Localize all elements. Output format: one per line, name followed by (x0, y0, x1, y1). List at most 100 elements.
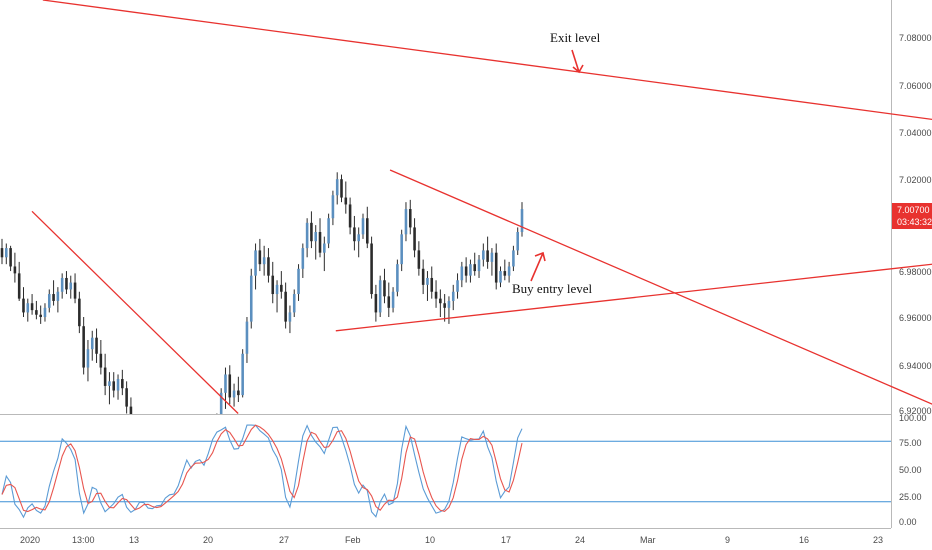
candle-body (52, 294, 55, 301)
buy-entry-annotation[interactable]: Buy entry level (512, 251, 593, 296)
candle-body (408, 209, 412, 228)
candle-body (434, 291, 438, 299)
oscillator-tick: 50.00 (899, 465, 922, 475)
candle-body (69, 282, 73, 290)
candle-body (125, 388, 128, 407)
candle-body (82, 326, 85, 368)
stochastic-oscillator (1, 424, 523, 519)
candle-body (86, 349, 90, 368)
candle-body (486, 250, 489, 262)
candle-body (426, 277, 429, 285)
candle-body (22, 298, 25, 313)
candle-body (494, 252, 498, 283)
candle-body (507, 266, 511, 276)
stoch-d-line (1, 424, 523, 513)
candle-body (318, 232, 322, 253)
candle-body (447, 300, 451, 308)
exit-level-label: Exit level (550, 30, 601, 45)
candle-body (39, 314, 42, 318)
last-price-label: 7.00700 (897, 205, 930, 215)
candle-body (464, 266, 468, 276)
exit-arrow-icon (571, 49, 584, 74)
candle-body (417, 250, 421, 269)
candle-body (331, 195, 335, 219)
candle-body (219, 392, 223, 414)
candle-body (460, 266, 464, 281)
candle-series (0, 172, 524, 414)
candle-body (258, 250, 262, 265)
candle-body (335, 179, 339, 196)
candle-body (348, 204, 352, 228)
candle-body (108, 381, 111, 386)
time-tick: Mar (640, 535, 656, 545)
candle-body (13, 266, 17, 274)
candle-body (400, 234, 403, 265)
candle-body (228, 374, 232, 398)
price-tick: 7.04000 (899, 128, 932, 138)
time-tick: 17 (501, 535, 511, 545)
candle-body (90, 337, 94, 350)
candle-body (35, 310, 38, 315)
time-tick: 13 (129, 535, 139, 545)
candle-body (116, 379, 120, 391)
candle-body (499, 271, 502, 283)
candle-body (60, 277, 64, 292)
candle-body (353, 227, 356, 242)
oscillator-tick: 25.00 (899, 492, 922, 502)
candle-body (366, 218, 369, 244)
candle-body (0, 248, 4, 258)
candle-body (47, 294, 51, 308)
candle-body (9, 248, 12, 267)
trend-line (42, 0, 932, 121)
time-tick: 2020 (20, 535, 40, 545)
candle-body (456, 280, 459, 292)
candle-body (370, 243, 373, 295)
candle-body (43, 307, 47, 318)
candle-body (56, 291, 60, 301)
candle-body (512, 250, 515, 267)
candle-body (284, 291, 287, 322)
price-tag-box (892, 203, 932, 229)
candle-body (439, 298, 442, 304)
candle-body (340, 179, 343, 198)
candle-body (103, 367, 107, 386)
time-tick: 10 (425, 535, 435, 545)
candle-body (78, 298, 81, 327)
bar-countdown: 03:43:32 (897, 217, 932, 227)
candle-body (430, 277, 434, 292)
candle-body (413, 227, 416, 251)
candle-body (121, 379, 124, 389)
exit-level-annotation[interactable]: Exit level (550, 30, 601, 74)
price-tick: 7.08000 (899, 33, 932, 43)
buy-arrow-icon (530, 251, 546, 282)
trend-lines[interactable] (31, 0, 932, 414)
candle-body (280, 284, 283, 292)
candle-body (361, 218, 365, 235)
time-tick: 27 (279, 535, 289, 545)
candle-body (421, 268, 425, 285)
candle-body (95, 337, 98, 354)
time-tick: 24 (575, 535, 585, 545)
candle-body (73, 282, 77, 299)
price-axis[interactable]: 7.08000 7.06000 7.04000 7.02000 6.98000 … (899, 33, 932, 416)
time-axis[interactable]: 2020 13:00 13 20 27 Feb 10 17 24 Mar 9 1… (20, 535, 883, 545)
candle-body (292, 294, 296, 313)
time-tick: Feb (345, 535, 361, 545)
candle-body (357, 234, 360, 242)
candle-body (391, 291, 395, 308)
time-tick: 20 (203, 535, 213, 545)
candle-body (99, 353, 103, 368)
candle-body (503, 271, 507, 276)
time-tick: 9 (725, 535, 730, 545)
candle-body (267, 257, 270, 276)
oscillator-axis[interactable]: 100.00 75.00 50.00 25.00 0.00 (899, 413, 927, 527)
price-tick: 6.96000 (899, 313, 932, 323)
price-tick: 6.98000 (899, 267, 932, 277)
trend-line (31, 210, 239, 414)
last-price-tag: 7.00700 03:43:32 (892, 203, 932, 229)
candle-body (310, 222, 313, 242)
candle-body (297, 268, 300, 295)
time-tick: 13:00 (72, 535, 95, 545)
trend-line (389, 169, 932, 405)
